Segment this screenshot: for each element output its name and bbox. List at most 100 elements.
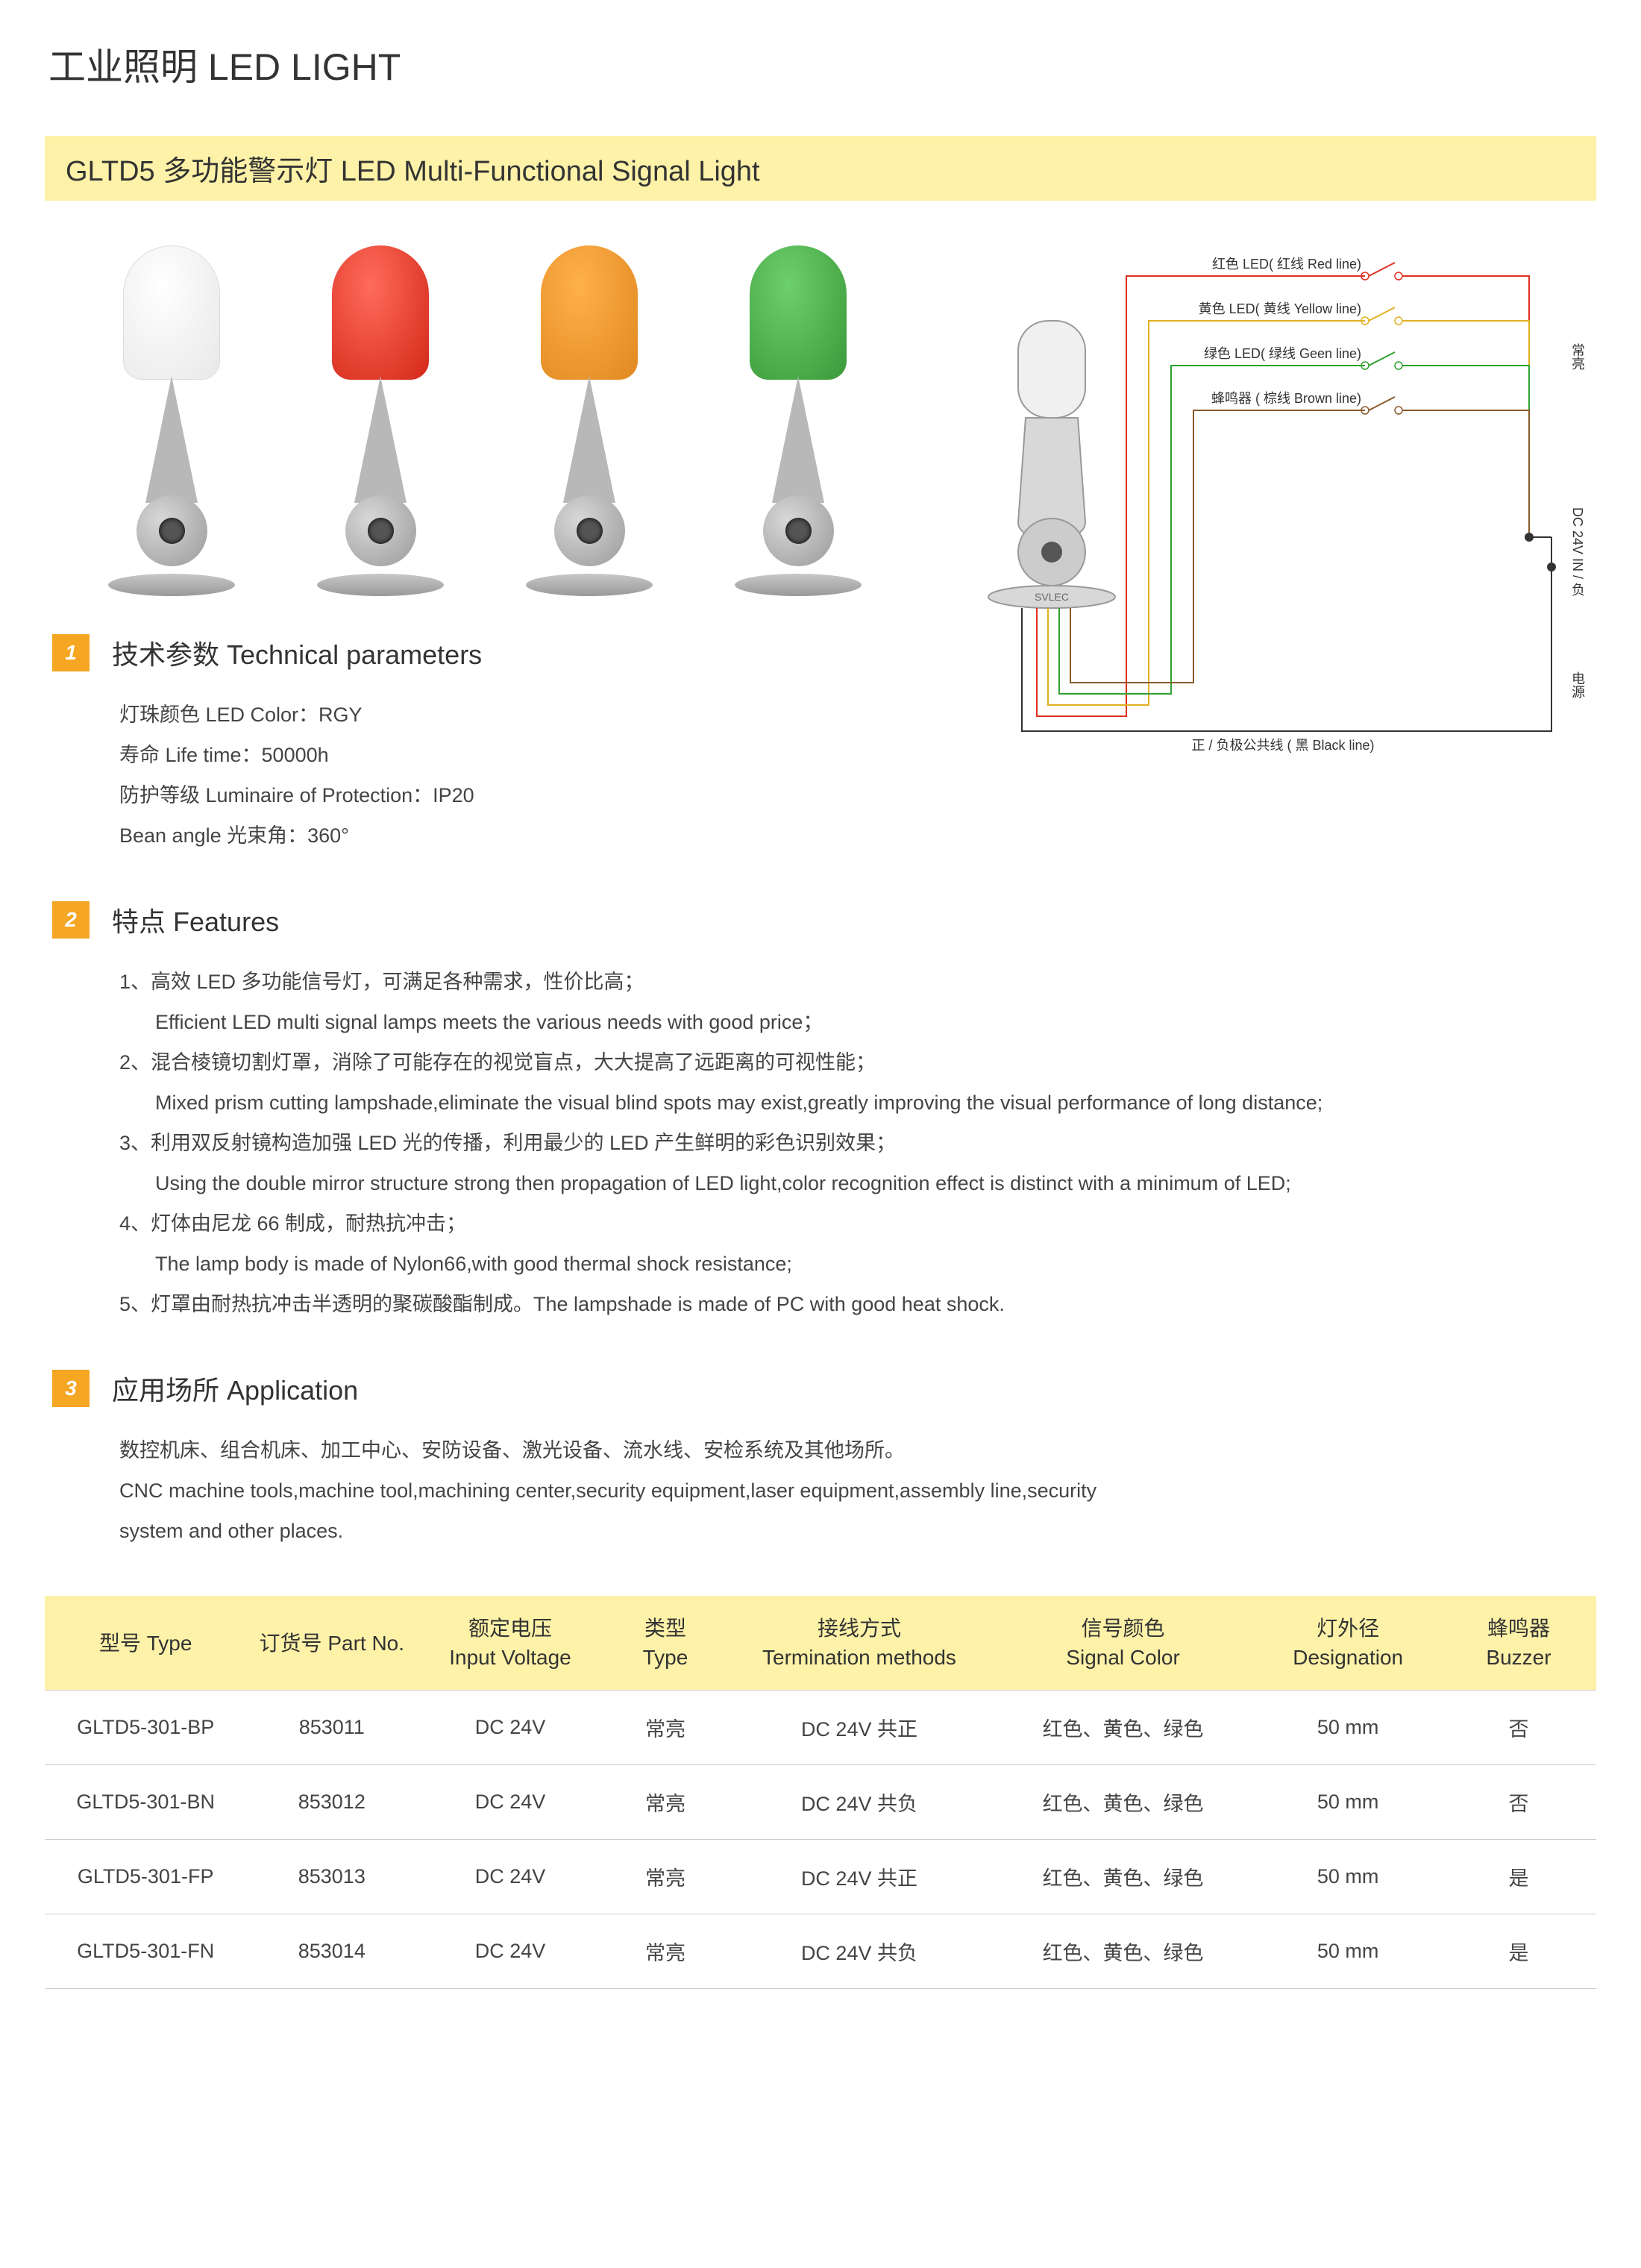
table-header: 订货号 Part No. <box>246 1596 417 1691</box>
table-header: 信号颜色Signal Color <box>991 1596 1255 1691</box>
table-cell: 853014 <box>246 1914 417 1989</box>
light-base <box>317 574 444 596</box>
table-cell: 853013 <box>246 1840 417 1914</box>
svg-text:DC 24V IN / 负: DC 24V IN / 负 <box>1570 507 1585 596</box>
table-cell: DC 24V <box>417 1840 603 1914</box>
table-cell: 常亮 <box>603 1691 727 1765</box>
table-cell: DC 24V <box>417 1914 603 1989</box>
section-heading-application: 3 应用场所 Application <box>45 1369 1596 1408</box>
table-cell: 红色、黄色、绿色 <box>991 1914 1255 1989</box>
spec-table: 型号 Type订货号 Part No.额定电压Input Voltage类型Ty… <box>45 1596 1596 1989</box>
table-cell: DC 24V <box>417 1765 603 1840</box>
application-line: system and other places. <box>119 1511 1596 1551</box>
signal-light-1 <box>298 245 462 596</box>
signal-light-3 <box>716 245 880 596</box>
light-dome <box>541 245 638 380</box>
table-cell: 是 <box>1441 1914 1596 1989</box>
light-base <box>526 574 653 596</box>
table-cell: 红色、黄色、绿色 <box>991 1691 1255 1765</box>
light-base <box>108 574 235 596</box>
svg-text:蜂鸣器 ( 棕线 Brown line): 蜂鸣器 ( 棕线 Brown line) <box>1211 391 1361 406</box>
light-dome <box>123 245 220 380</box>
feature-item: 4、灯体由尼龙 66 制成，耐热抗冲击；The lamp body is mad… <box>119 1203 1596 1284</box>
table-cell: GLTD5-301-FN <box>45 1914 246 1989</box>
table-cell: 853012 <box>246 1765 417 1840</box>
table-header: 灯外径Designation <box>1255 1596 1441 1691</box>
table-cell: 50 mm <box>1255 1765 1441 1840</box>
table-cell: 常亮 <box>603 1765 727 1840</box>
table-cell: 是 <box>1441 1840 1596 1914</box>
light-neck <box>145 376 198 503</box>
table-cell: DC 24V 共负 <box>727 1914 991 1989</box>
feature-item: 1、高效 LED 多功能信号灯，可满足各种需求，性价比高；Efficient L… <box>119 962 1596 1042</box>
feature-cn: 2、混合棱镜切割灯罩，消除了可能存在的视觉盲点，大大提高了远距离的可视性能； <box>119 1042 1596 1083</box>
table-cell: 常亮 <box>603 1840 727 1914</box>
table-cell: DC 24V <box>417 1691 603 1765</box>
application-line: 数控机床、组合机床、加工中心、安防设备、激光设备、流水线、安检系统及其他场所。 <box>119 1430 1596 1470</box>
application-text: 数控机床、组合机床、加工中心、安防设备、激光设备、流水线、安检系统及其他场所。C… <box>45 1430 1596 1551</box>
table-cell: DC 24V 共负 <box>727 1765 991 1840</box>
badge-1: 1 <box>52 634 90 671</box>
table-cell: 红色、黄色、绿色 <box>991 1765 1255 1840</box>
feature-cn: 3、利用双反射镜构造加强 LED 光的传播，利用最少的 LED 产生鲜明的彩色识… <box>119 1123 1596 1163</box>
section-title-bar: GLTD5 多功能警示灯 LED Multi-Functional Signal… <box>45 136 1596 201</box>
feature-cn: 5、灯罩由耐热抗冲击半透明的聚碳酸酯制成。The lampshade is ma… <box>119 1284 1596 1324</box>
svg-text:SVLEC: SVLEC <box>1035 591 1069 603</box>
table-row: GLTD5-301-BP853011DC 24V常亮DC 24V 共正红色、黄色… <box>45 1691 1596 1765</box>
table-cell: DC 24V 共正 <box>727 1691 991 1765</box>
table-cell: 50 mm <box>1255 1691 1441 1765</box>
feature-en: Mixed prism cutting lampshade,eliminate … <box>119 1083 1596 1123</box>
table-row: GLTD5-301-BN853012DC 24V常亮DC 24V 共负红色、黄色… <box>45 1765 1596 1840</box>
tech-param-item: Bean angle 光束角：360° <box>119 815 1596 856</box>
badge-2: 2 <box>52 901 90 939</box>
light-base <box>735 574 862 596</box>
table-cell: GLTD5-301-BN <box>45 1765 246 1840</box>
svg-text:黄色 LED( 黄线 Yellow line): 黄色 LED( 黄线 Yellow line) <box>1199 301 1361 316</box>
svg-text:绿色 LED( 绿线 Geen line): 绿色 LED( 绿线 Geen line) <box>1204 346 1361 361</box>
wiring-diagram: SVLEC 正 / 负极公共线 ( 黑 Black line) 红色 LED( 红线… <box>977 254 1596 761</box>
tech-param-item: 防护等级 Luminaire of Protection：IP20 <box>119 775 1596 815</box>
feature-item: 2、混合棱镜切割灯罩，消除了可能存在的视觉盲点，大大提高了远距离的可视性能；Mi… <box>119 1042 1596 1123</box>
svg-text:红色 LED( 红线 Red line): 红色 LED( 红线 Red line) <box>1212 257 1361 272</box>
signal-light-0 <box>90 245 254 596</box>
light-knuckle <box>137 495 207 566</box>
table-cell: 50 mm <box>1255 1840 1441 1914</box>
feature-cn: 4、灯体由尼龙 66 制成，耐热抗冲击； <box>119 1203 1596 1244</box>
table-cell: 853011 <box>246 1691 417 1765</box>
table-header: 额定电压Input Voltage <box>417 1596 603 1691</box>
feature-en: The lamp body is made of Nylon66,with go… <box>119 1244 1596 1284</box>
table-cell: 常亮 <box>603 1914 727 1989</box>
svg-text:常亮: 常亮 <box>1570 343 1585 370</box>
table-row: GLTD5-301-FN853014DC 24V常亮DC 24V 共负红色、黄色… <box>45 1914 1596 1989</box>
table-cell: 50 mm <box>1255 1914 1441 1989</box>
feature-item: 3、利用双反射镜构造加强 LED 光的传播，利用最少的 LED 产生鲜明的彩色识… <box>119 1123 1596 1203</box>
table-header: 类型Type <box>603 1596 727 1691</box>
table-header: 蜂鸣器Buzzer <box>1441 1596 1596 1691</box>
table-cell: 否 <box>1441 1765 1596 1840</box>
light-knuckle <box>763 495 834 566</box>
feature-cn: 1、高效 LED 多功能信号灯，可满足各种需求，性价比高； <box>119 962 1596 1002</box>
badge-3: 3 <box>52 1370 90 1407</box>
table-header: 型号 Type <box>45 1596 246 1691</box>
page-title: 工业照明 LED LIGHT <box>45 37 1596 91</box>
light-neck <box>354 376 407 503</box>
section-title-features: 特点 Features <box>112 906 279 937</box>
section-title-tech: 技术参数 Technical parameters <box>112 639 482 670</box>
table-header: 接线方式Termination methods <box>727 1596 991 1691</box>
svg-text:电源: 电源 <box>1570 671 1585 699</box>
section-title-application: 应用场所 Application <box>112 1375 358 1406</box>
light-dome <box>750 245 847 380</box>
table-row: GLTD5-301-FP853013DC 24V常亮DC 24V 共正红色、黄色… <box>45 1840 1596 1914</box>
light-knuckle <box>345 495 416 566</box>
section-heading-features: 2 特点 Features <box>45 900 1596 939</box>
feature-en: Efficient LED multi signal lamps meets t… <box>119 1002 1596 1042</box>
light-neck <box>772 376 824 503</box>
feature-en: Using the double mirror structure strong… <box>119 1163 1596 1203</box>
table-cell: DC 24V 共正 <box>727 1840 991 1914</box>
svg-text:正 / 负极公共线 ( 黑 Black line): 正 / 负极公共线 ( 黑 Black line) <box>1191 738 1374 753</box>
light-dome <box>332 245 429 380</box>
table-cell: GLTD5-301-BP <box>45 1691 246 1765</box>
signal-light-2 <box>507 245 671 596</box>
table-cell: GLTD5-301-FP <box>45 1840 246 1914</box>
application-line: CNC machine tools,machine tool,machining… <box>119 1470 1596 1511</box>
